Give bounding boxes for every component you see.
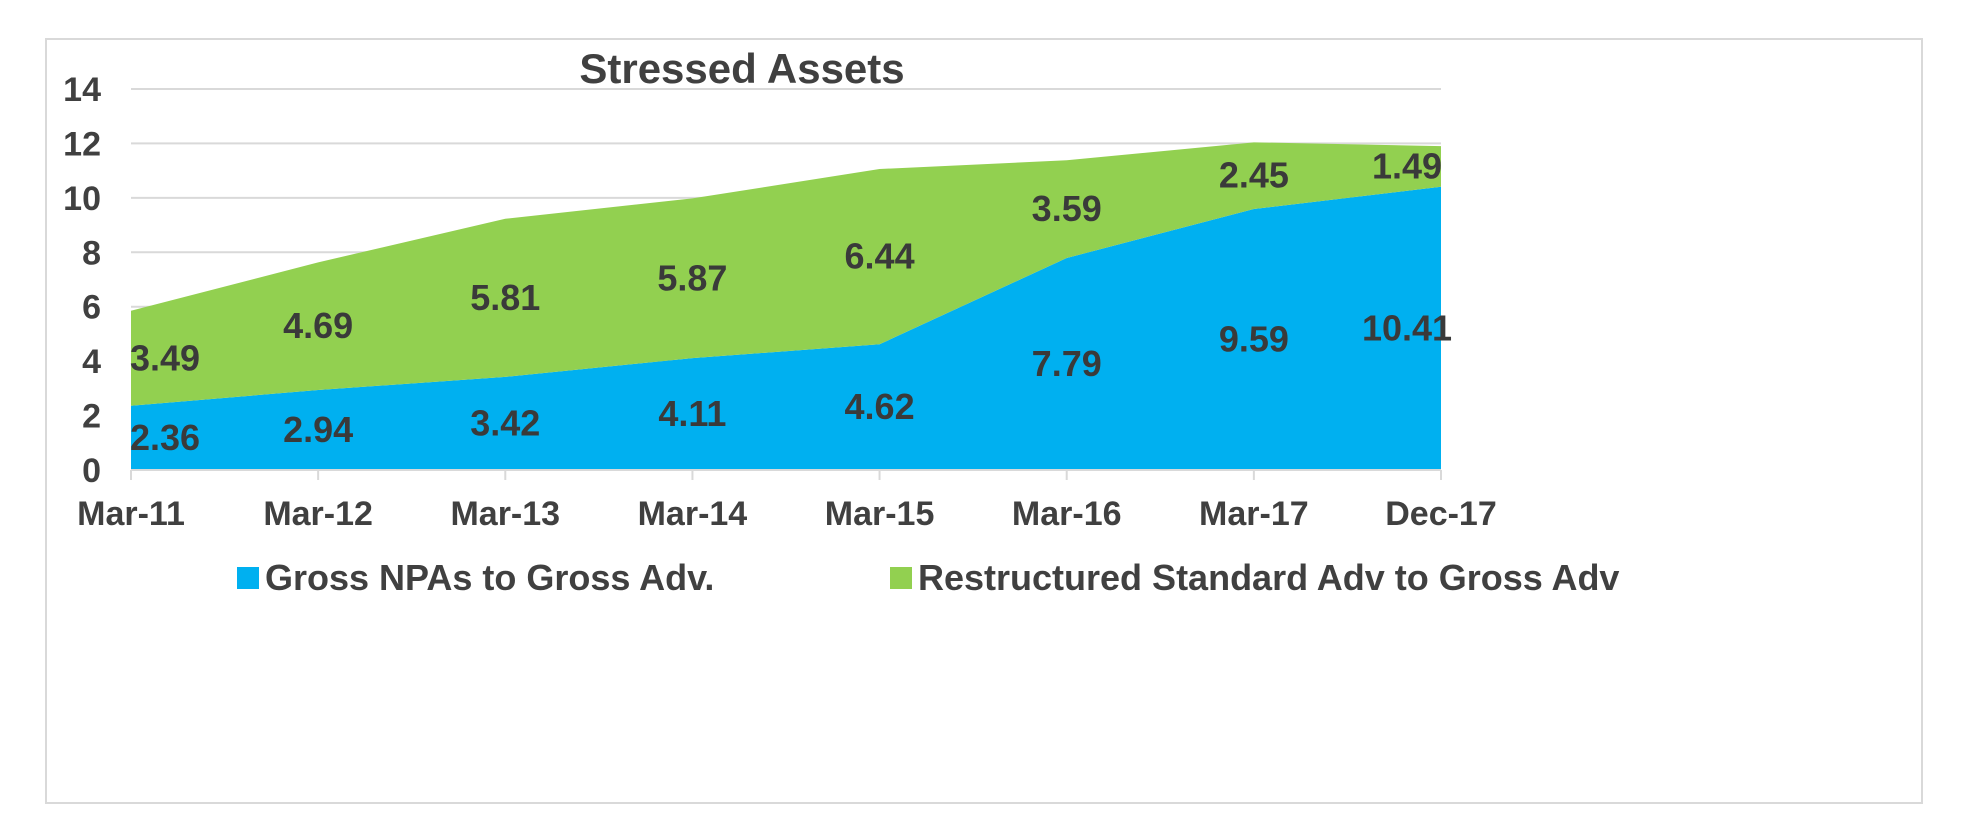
y-tick-label: 8 — [82, 234, 101, 272]
data-label: 9.59 — [1219, 319, 1289, 360]
data-label: 4.69 — [283, 305, 353, 346]
y-tick-label: 2 — [82, 398, 101, 436]
data-label: 5.87 — [657, 257, 727, 298]
x-tick-label: Mar-16 — [1012, 495, 1122, 533]
data-label: 3.59 — [1032, 188, 1102, 229]
y-tick-label: 6 — [82, 289, 101, 327]
area-series — [131, 142, 1441, 470]
data-label: 7.79 — [1032, 343, 1102, 384]
legend-swatch — [890, 567, 912, 589]
area-restructured-standard-adv — [131, 142, 1441, 406]
data-label: 1.49 — [1372, 145, 1442, 186]
x-tick-label: Mar-14 — [638, 495, 748, 533]
x-tick-label: Mar-17 — [1199, 495, 1309, 533]
y-tick-label: 10 — [63, 180, 101, 218]
legend-label: Gross NPAs to Gross Adv. — [265, 557, 714, 598]
y-tick-label: 14 — [63, 71, 101, 109]
y-tick-label: 0 — [82, 452, 101, 490]
data-label: 4.11 — [658, 393, 726, 434]
data-label: 4.62 — [845, 386, 915, 427]
x-tick-label: Mar-11 — [77, 495, 185, 533]
x-tick-label: Dec-17 — [1385, 495, 1497, 533]
data-label: 2.45 — [1219, 155, 1289, 196]
axes: 0 2 4 6 8 10 12 14 Mar-11 Mar-12 Mar-13 Mar-14 Mar-1… — [63, 71, 1497, 533]
legend-label: Restructured Standard Adv to Gross Adv — [918, 557, 1619, 598]
x-tick-label: Mar-15 — [825, 495, 935, 533]
data-label: 6.44 — [845, 236, 915, 277]
area-gross-npas — [131, 186, 1441, 470]
data-label: 10.41 — [1362, 307, 1452, 348]
data-label: 2.36 — [130, 417, 200, 458]
y-tick-label: 4 — [82, 343, 101, 381]
x-tick-label: Mar-13 — [450, 495, 560, 533]
data-label: 5.81 — [470, 277, 540, 318]
data-label: 3.49 — [130, 337, 200, 378]
legend-swatch — [237, 567, 259, 589]
legend: Gross NPAs to Gross Adv. Restructured Sta… — [237, 557, 1619, 598]
data-label: 3.42 — [470, 402, 540, 443]
data-label: 2.94 — [283, 409, 353, 450]
y-tick-label: 12 — [63, 125, 101, 163]
stressed-assets-chart: 2.36 2.94 3.42 4.11 4.62 7.79 9.59 10.41 3.49 4.6… — [63, 45, 1619, 598]
x-tick-label: Mar-12 — [263, 495, 373, 533]
data-labels: 2.36 2.94 3.42 4.11 4.62 7.79 9.59 10.41 3.49 4.6… — [130, 145, 1452, 457]
chart-title: Stressed Assets — [579, 45, 904, 92]
chart-frame: 2.36 2.94 3.42 4.11 4.62 7.79 9.59 10.41 3.49 4.6… — [45, 38, 1923, 804]
